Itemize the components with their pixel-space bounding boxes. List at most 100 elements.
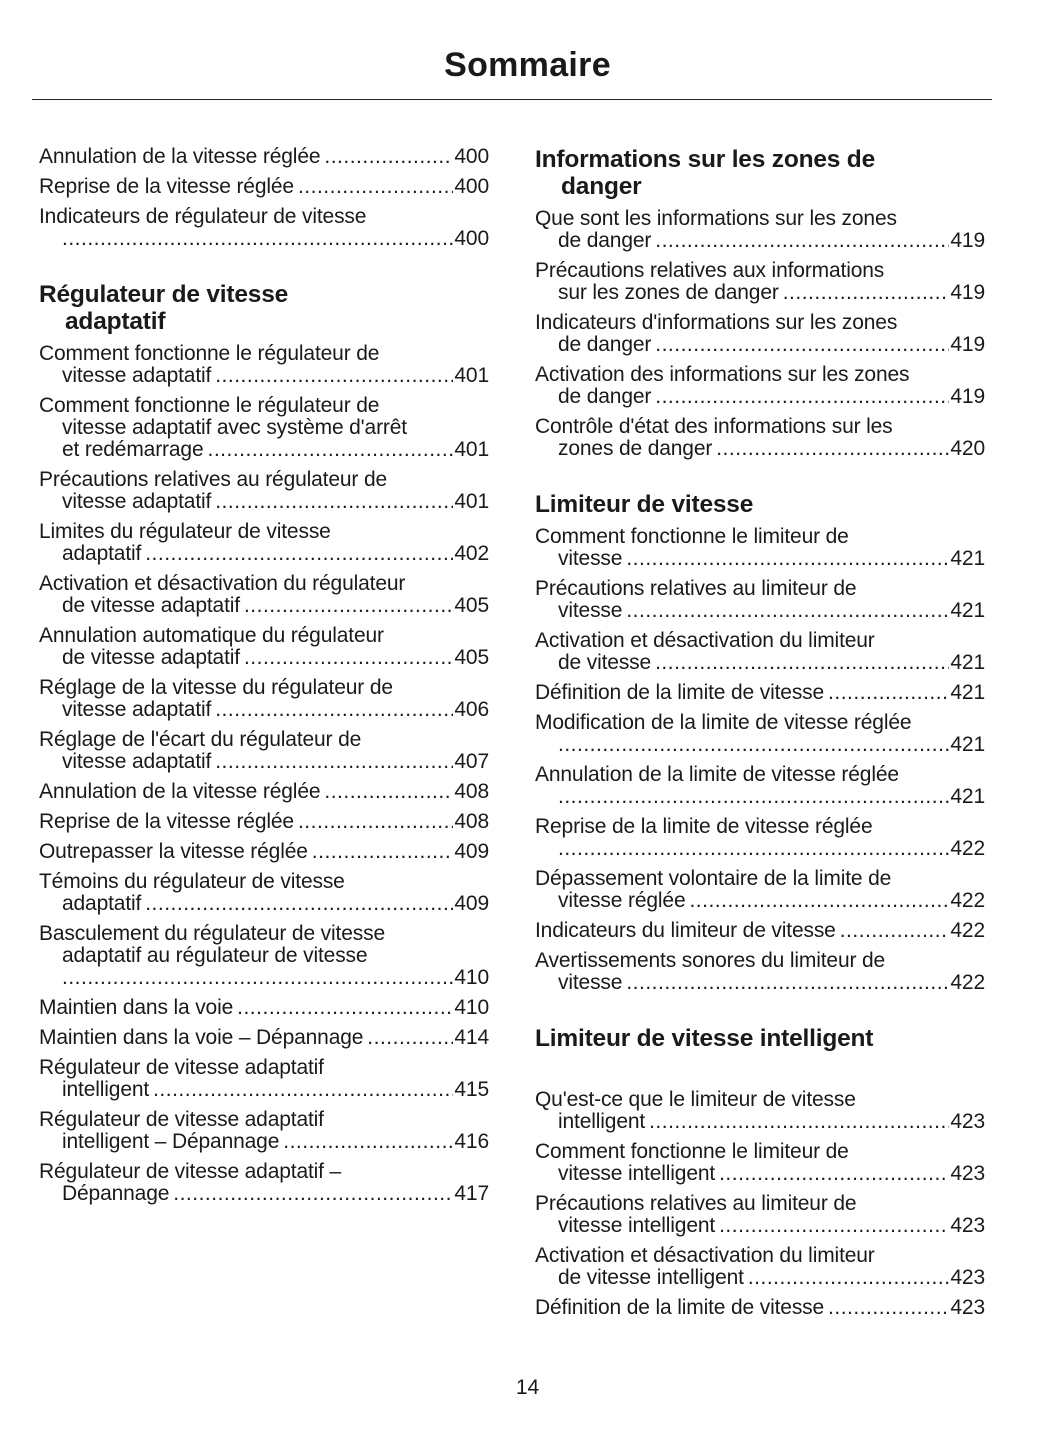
- entry-page-number[interactable]: 406: [454, 698, 489, 721]
- entry-page-number[interactable]: 415: [454, 1078, 489, 1101]
- dot-leader: [783, 282, 950, 304]
- toc-entry[interactable]: Qu'est-ce que le limiteur de vitesse inte…: [535, 1089, 985, 1133]
- entry-text-line: intelligent: [558, 1110, 646, 1133]
- entry-page-number[interactable]: 400: [454, 227, 489, 250]
- entry-page-number[interactable]: 401: [454, 490, 489, 513]
- entry-page-number[interactable]: 409: [454, 840, 489, 863]
- entry-page-number[interactable]: 402: [454, 542, 489, 565]
- toc-entry[interactable]: Régulateur de vitesse adaptatif intellige…: [39, 1109, 489, 1153]
- toc-entry[interactable]: Contrôle d'état des informations sur les…: [535, 416, 985, 460]
- entry-page-number[interactable]: 408: [454, 780, 489, 803]
- toc-entry[interactable]: Reprise de la vitesse réglée 408: [39, 811, 489, 833]
- toc-entry[interactable]: Limites du régulateur de vitesse adaptati…: [39, 521, 489, 565]
- entry-page-number[interactable]: 419: [950, 333, 985, 356]
- entry-text-line: de danger: [558, 229, 652, 252]
- toc-entry[interactable]: Indicateurs de régulateur de vitesse 400: [39, 206, 489, 250]
- toc-entry[interactable]: Reprise de la limite de vitesse réglée 42…: [535, 816, 985, 860]
- entry-page-number[interactable]: 421: [950, 681, 985, 704]
- toc-entry[interactable]: Précautions relatives aux informations su…: [535, 260, 985, 304]
- entry-page-number[interactable]: 419: [950, 281, 985, 304]
- entry-page-number[interactable]: 400: [454, 175, 489, 198]
- entry-page-number[interactable]: 419: [950, 229, 985, 252]
- entry-page-number[interactable]: 407: [454, 750, 489, 773]
- entry-text-line: adaptatif au régulateur de vitesse: [62, 944, 368, 967]
- entry-page-number[interactable]: 421: [950, 599, 985, 622]
- toc-entry[interactable]: Maintien dans la voie 410: [39, 997, 489, 1019]
- toc-column-left: Annulation de la vitesse réglée400Repris…: [39, 146, 489, 1236]
- entry-last-line: adaptatif 409: [39, 893, 489, 915]
- toc-entry[interactable]: Réglage de la vitesse du régulateur de vi…: [39, 677, 489, 721]
- toc-entry[interactable]: Basculement du régulateur de vitesse adap…: [39, 923, 489, 989]
- entry-page-number[interactable]: 409: [454, 892, 489, 915]
- entry-page-number[interactable]: 423: [950, 1110, 985, 1133]
- toc-entry[interactable]: Activation et désactivation du limiteur d…: [535, 630, 985, 674]
- entry-page-number[interactable]: 401: [454, 364, 489, 387]
- entry-page-number[interactable]: 421: [950, 785, 985, 808]
- toc-entry[interactable]: Précautions relatives au régulateur de vi…: [39, 469, 489, 513]
- entry-last-line: Reprise de la vitesse réglée 408: [39, 811, 489, 833]
- entry-page-number[interactable]: 423: [950, 1266, 985, 1289]
- toc-entry[interactable]: Annulation de la vitesse réglée 408: [39, 781, 489, 803]
- entry-text-line: Indicateurs d'informations sur les zones: [535, 311, 898, 334]
- toc-entry[interactable]: Régulateur de vitesse adaptatif – Dépanna…: [39, 1161, 489, 1205]
- dot-leader: [840, 920, 950, 942]
- entry-page-number[interactable]: 414: [454, 1026, 489, 1049]
- entry-text-line: Reprise de la limite de vitesse réglée: [535, 815, 873, 838]
- toc-entry[interactable]: Modification de la limite de vitesse rég…: [535, 712, 985, 756]
- entry-page-number[interactable]: 410: [454, 996, 489, 1019]
- toc-entry[interactable]: Annulation de la limite de vitesse réglé…: [535, 764, 985, 808]
- dot-leader: [324, 781, 453, 803]
- toc-entry[interactable]: Annulation automatique du régulateur de v…: [39, 625, 489, 669]
- toc-entry[interactable]: Reprise de la vitesse réglée 400: [39, 176, 489, 198]
- toc-entry[interactable]: Témoins du régulateur de vitesse adaptati…: [39, 871, 489, 915]
- entry-page-number[interactable]: 400: [454, 145, 489, 168]
- toc-entry[interactable]: Comment fonctionne le régulateur de vites…: [39, 343, 489, 387]
- entry-page-number[interactable]: 422: [950, 889, 985, 912]
- toc-entry[interactable]: Avertissements sonores du limiteur de vit…: [535, 950, 985, 994]
- toc-entry[interactable]: Définition de la limite de vitesse 421: [535, 682, 985, 704]
- entry-page-number[interactable]: 421: [950, 651, 985, 674]
- toc-entry[interactable]: Activation des informations sur les zone…: [535, 364, 985, 408]
- toc-entry[interactable]: Activation et désactivation du limiteur d…: [535, 1245, 985, 1289]
- toc-entry[interactable]: Précautions relatives au limiteur de vite…: [535, 1193, 985, 1237]
- entry-page-number[interactable]: 405: [454, 594, 489, 617]
- entry-page-number[interactable]: 421: [950, 733, 985, 756]
- entry-page-number[interactable]: 423: [950, 1162, 985, 1185]
- entry-page-number[interactable]: 419: [950, 385, 985, 408]
- toc-entry[interactable]: Comment fonctionne le régulateur de vites…: [39, 395, 489, 461]
- entry-page-number[interactable]: 422: [950, 971, 985, 994]
- toc-entry[interactable]: Indicateurs du limiteur de vitesse 422: [535, 920, 985, 942]
- entry-page-number[interactable]: 416: [454, 1130, 489, 1153]
- entry-page-number[interactable]: 405: [454, 646, 489, 669]
- toc-entry[interactable]: Précautions relatives au limiteur de vite…: [535, 578, 985, 622]
- toc-entry[interactable]: Régulateur de vitesse adaptatif intellige…: [39, 1057, 489, 1101]
- entry-page-number[interactable]: 423: [950, 1214, 985, 1237]
- entry-text-line: Comment fonctionne le limiteur de: [535, 525, 849, 548]
- toc-entry[interactable]: Indicateurs d'informations sur les zones…: [535, 312, 985, 356]
- toc-entry[interactable]: Outrepasser la vitesse réglée 409: [39, 841, 489, 863]
- entry-last-line: vitesse intelligent 423: [535, 1163, 985, 1185]
- dot-leader: [215, 491, 453, 513]
- toc-entry[interactable]: Dépassement volontaire de la limite de vi…: [535, 868, 985, 912]
- entry-page-number[interactable]: 410: [454, 966, 489, 989]
- entry-page-number[interactable]: 408: [454, 810, 489, 833]
- toc-entry[interactable]: Réglage de l'écart du régulateur de vites…: [39, 729, 489, 773]
- toc-entry[interactable]: Définition de la limite de vitesse 423: [535, 1297, 985, 1319]
- toc-entry[interactable]: Maintien dans la voie – Dépannage 414: [39, 1027, 489, 1049]
- toc-entry[interactable]: Activation et désactivation du régulateu…: [39, 573, 489, 617]
- toc-entry[interactable]: Annulation de la vitesse réglée 400: [39, 146, 489, 168]
- entry-text-line: Annulation de la vitesse réglée: [39, 145, 321, 168]
- heading-line: Informations sur les zones de: [535, 146, 875, 173]
- toc-entry[interactable]: Que sont les informations sur les zones d…: [535, 208, 985, 252]
- toc-entry[interactable]: Comment fonctionne le limiteur de vitesse…: [535, 1141, 985, 1185]
- entry-page-number[interactable]: 420: [950, 437, 985, 460]
- entry-last-line: 421: [535, 786, 985, 808]
- entry-page-number[interactable]: 421: [950, 547, 985, 570]
- entry-page-number[interactable]: 417: [454, 1182, 489, 1205]
- toc-entry[interactable]: Comment fonctionne le limiteur de vitesse…: [535, 526, 985, 570]
- entry-page-number[interactable]: 422: [950, 837, 985, 860]
- entry-page-number[interactable]: 423: [950, 1296, 985, 1319]
- entry-page-number[interactable]: 422: [950, 919, 985, 942]
- entry-page-number[interactable]: 401: [454, 438, 489, 461]
- entry-text-line: Basculement du régulateur de vitesse: [39, 922, 385, 945]
